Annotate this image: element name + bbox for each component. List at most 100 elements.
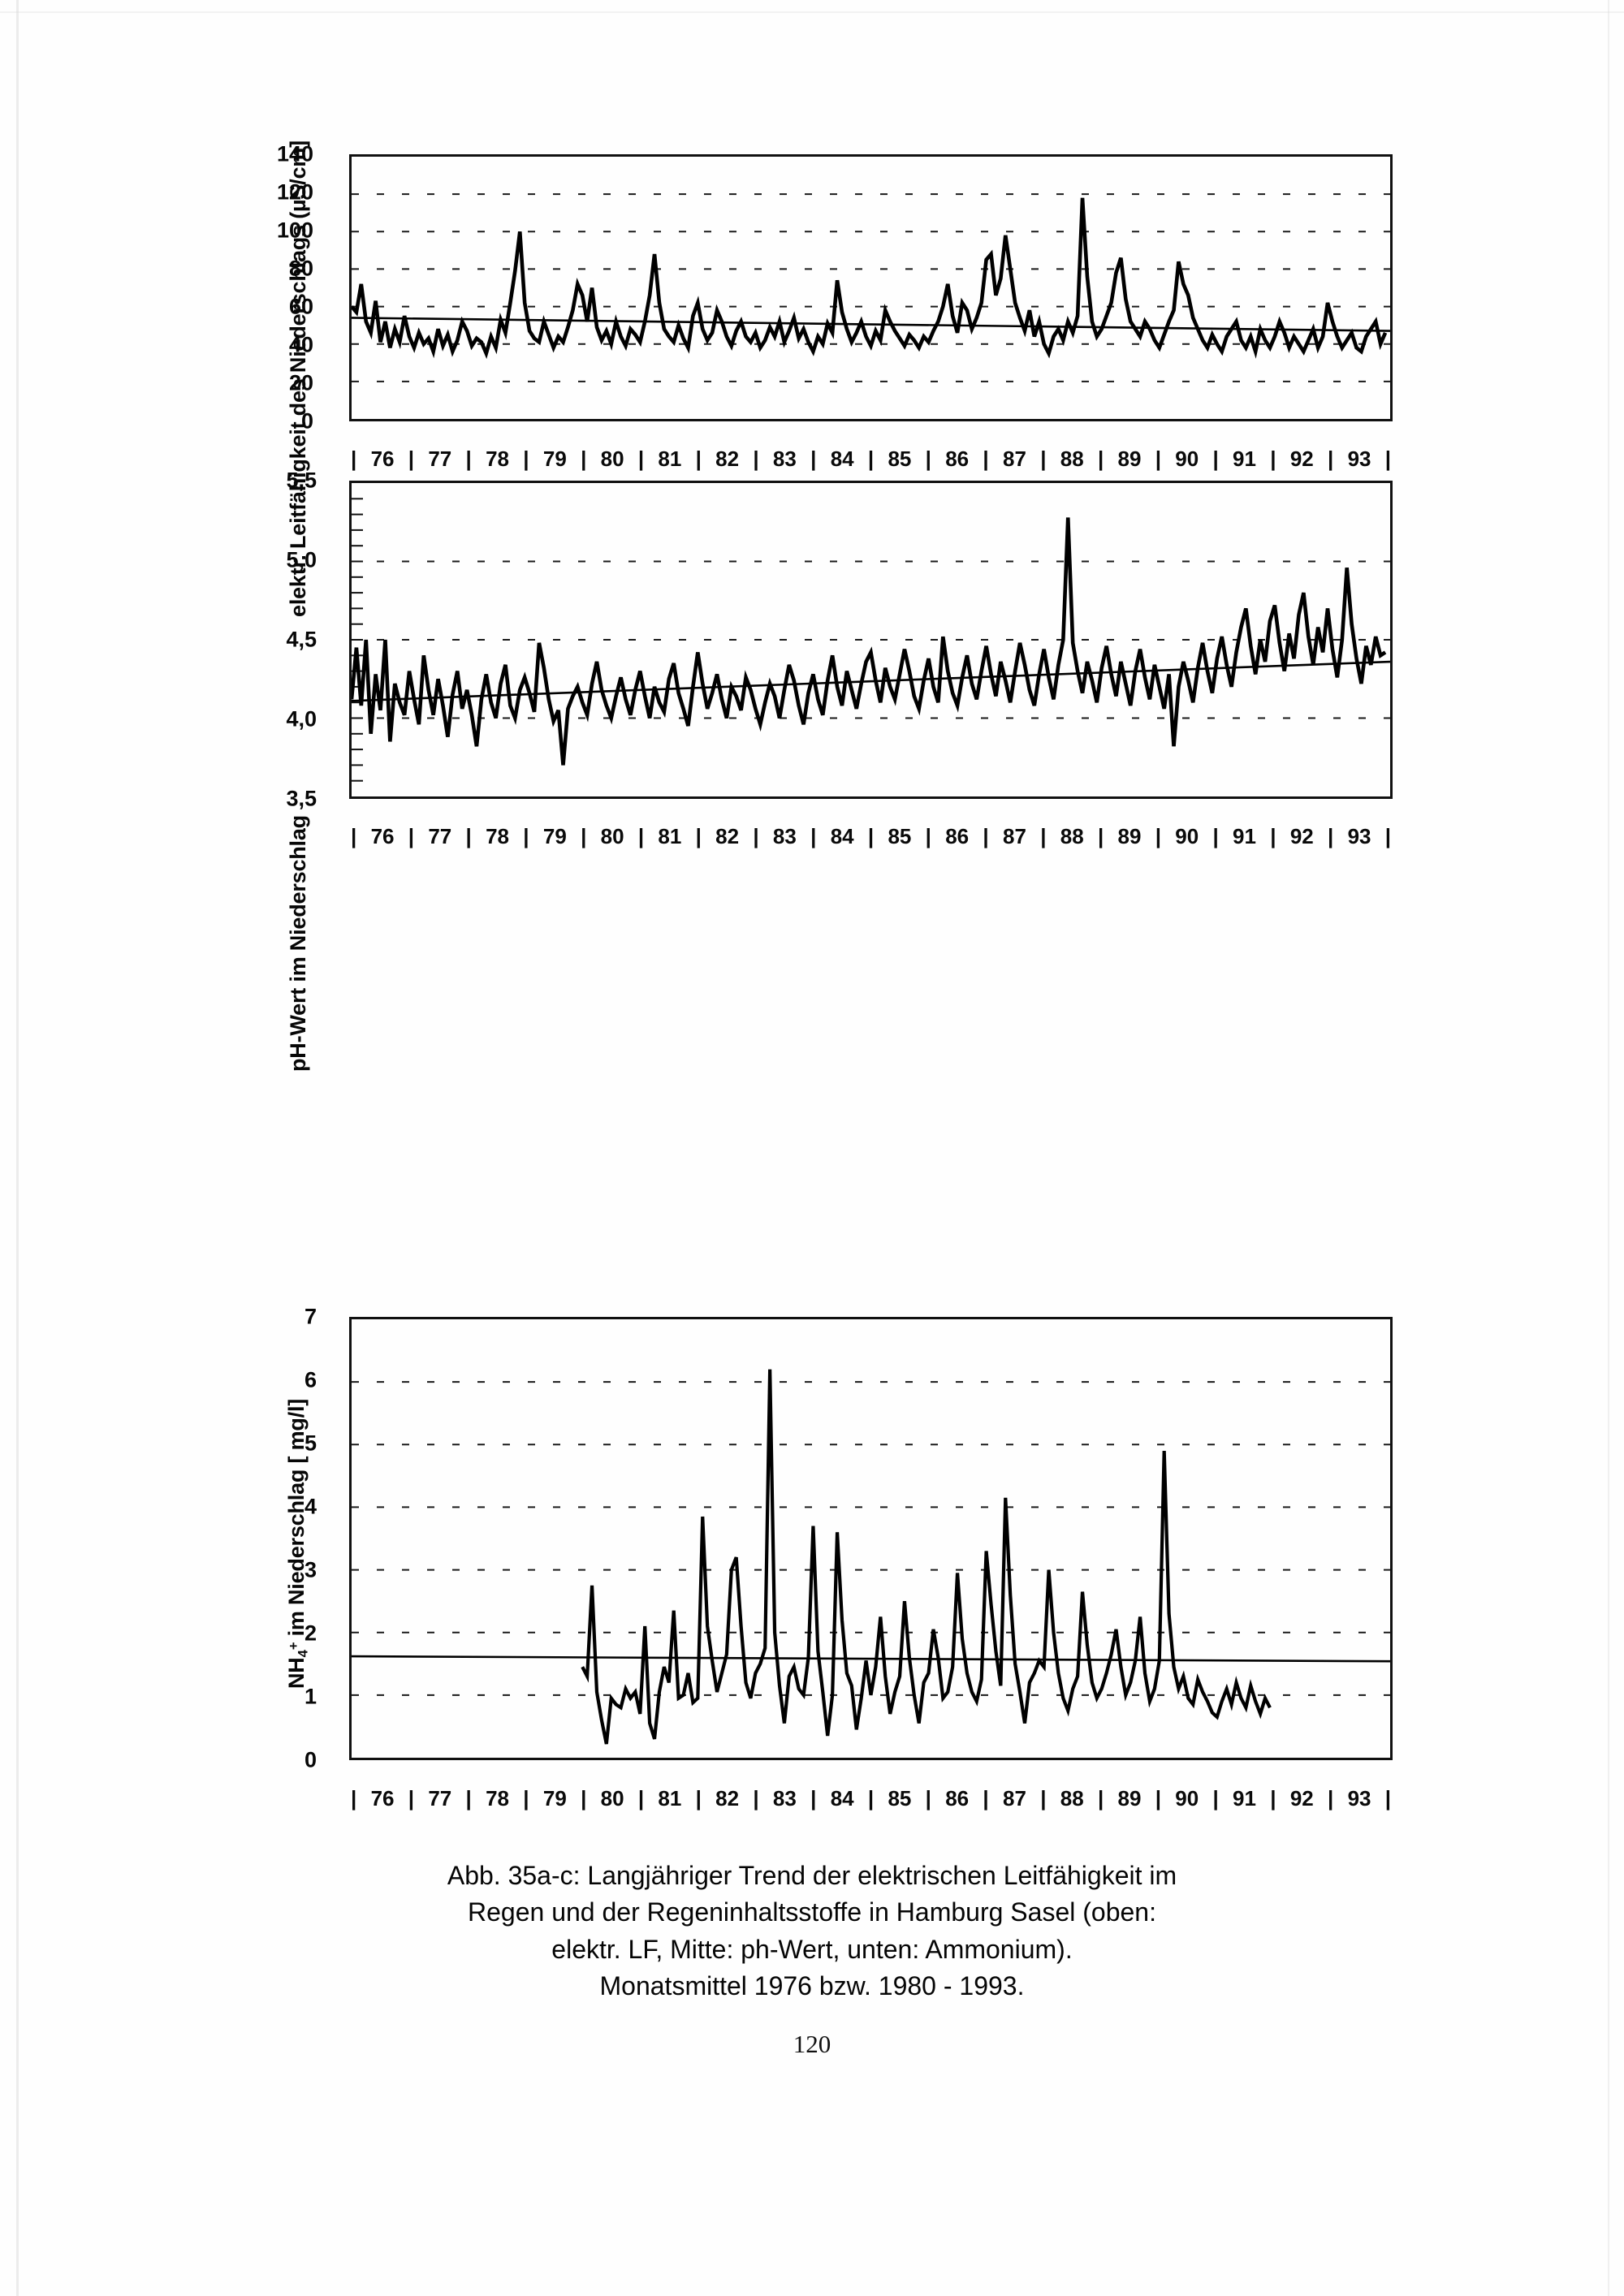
year-label-81: 81 [658,446,682,471]
year-label-80: 80 [600,446,624,471]
year-separator: | [351,446,357,471]
year-label-93: 93 [1347,446,1371,471]
year-label-90: 90 [1175,823,1199,848]
year-label-89: 89 [1117,446,1142,471]
ytick-label: 6 [304,1367,317,1392]
ytick-label: 20 [288,370,313,395]
ytick-label: 4,5 [286,627,317,652]
year-separator: | [867,446,875,471]
year-separator: | [1155,823,1161,848]
caption-line-1: Abb. 35a-c: Langjähriger Trend der elekt… [447,1861,1177,1890]
year-separator: | [1097,446,1104,471]
year-separator: | [1212,823,1219,848]
chart-ammonium-canvas [352,1369,1390,1745]
chart-conductivity-xaxis: | 76 | 77 | 78 | 79 | 80 | 81 | 82 | 83 | 84 | 85 | 86 | 87 | 88 |… [349,442,1393,475]
ytick-label: 60 [288,294,313,319]
year-separator: | [1212,446,1219,471]
year-label-90: 90 [1175,1785,1199,1810]
year-separator: | [695,823,702,848]
year-separator: | [753,1785,759,1810]
year-separator: | [925,1785,931,1810]
ytick-label: 100 [276,218,313,243]
year-label-77: 77 [428,446,452,471]
year-label-76: 76 [370,823,395,848]
year-separator: | [925,823,931,848]
year-label-83: 83 [772,823,797,848]
figure-caption: Abb. 35a-c: Langjähriger Trend der elekt… [0,1858,1624,2005]
year-separator: | [810,446,817,471]
year-separator: | [408,446,415,471]
year-label-82: 82 [715,446,740,471]
ytick-label: 5,0 [286,547,317,572]
year-separator: | [581,446,587,471]
year-separator: | [465,823,472,848]
year-separator: | [1270,1785,1276,1810]
year-label-92: 92 [1289,446,1314,471]
ytick-label: 2 [304,1621,317,1646]
year-separator: | [465,1785,472,1810]
year-separator: | [1328,446,1334,471]
year-label-76: 76 [370,446,395,471]
ytick-label: 4,0 [286,706,317,732]
year-separator: | [1384,823,1392,848]
year-label-86: 86 [945,446,970,471]
chart-ph-plot-area [349,481,1393,799]
data-series-line [352,197,1388,360]
year-separator: | [810,823,817,848]
year-separator: | [753,446,759,471]
trend-line [352,1655,1390,1663]
year-label-82: 82 [715,1785,740,1810]
year-label-79: 79 [542,446,567,471]
year-label-89: 89 [1117,823,1142,848]
year-label-93: 93 [1347,823,1371,848]
year-label-89: 89 [1117,1785,1142,1810]
year-separator: | [1155,1785,1161,1810]
year-separator: | [983,823,989,848]
chart-ph-canvas [352,498,1390,782]
year-label-82: 82 [715,823,740,848]
ytick-label: 0 [300,408,313,434]
year-separator: | [408,1785,415,1810]
year-label-79: 79 [542,823,567,848]
ytick-label: 80 [288,256,313,281]
year-label-85: 85 [888,1785,912,1810]
year-label-76: 76 [370,1785,395,1810]
year-label-90: 90 [1175,446,1199,471]
year-separator: | [581,823,587,848]
ytick-label: 3 [304,1557,317,1582]
year-separator: | [983,446,989,471]
year-separator: | [1270,823,1276,848]
year-label-91: 91 [1233,1785,1256,1810]
year-separator: | [1040,1785,1047,1810]
year-separator: | [1155,446,1161,471]
year-separator: | [1212,1785,1219,1810]
year-label-78: 78 [486,823,510,848]
chart-conductivity: elektr. Leitfähigkeit des Niederschlags … [0,0,1624,682]
chart-ammonium-plot-area [349,1317,1393,1760]
year-label-85: 85 [888,446,912,471]
year-label-91: 91 [1233,823,1256,848]
year-separator: | [1040,446,1047,471]
year-label-81: 81 [658,823,682,848]
year-separator: | [925,446,931,471]
year-label-92: 92 [1289,823,1314,848]
year-separator: | [1270,446,1276,471]
data-series-line [581,1369,1272,1745]
caption-line-2: Regen und der Regeninhaltsstoffe in Hamb… [468,1897,1156,1927]
ytick-label: 7 [304,1304,317,1329]
year-label-86: 86 [945,1785,970,1810]
year-label-81: 81 [658,1785,682,1810]
year-separator: | [867,823,875,848]
year-separator: | [637,823,645,848]
ytick-label: 40 [288,332,313,357]
year-label-88: 88 [1060,446,1084,471]
year-separator: | [867,1785,875,1810]
year-label-80: 80 [600,1785,624,1810]
chart-conductivity-canvas [352,193,1390,382]
year-label-87: 87 [1002,446,1026,471]
ytick-label: 120 [276,179,313,205]
ytick-label: 140 [276,141,313,166]
year-separator: | [983,1785,989,1810]
chart-conductivity-plot-area [349,154,1393,421]
